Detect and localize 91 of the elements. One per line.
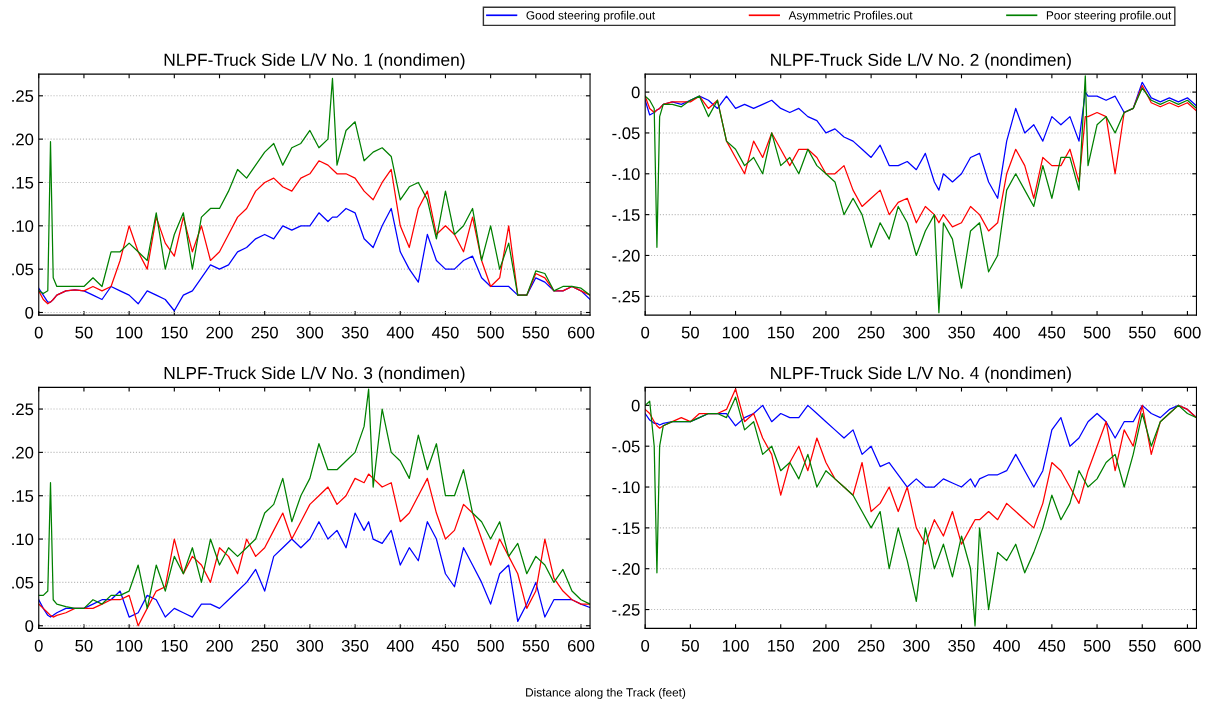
x-tick-label: 150	[161, 326, 188, 339]
y-tick-label: -.10	[612, 481, 640, 494]
y-tick-label: .15	[12, 490, 34, 502]
y-tick-label: -.25	[612, 290, 640, 303]
y-tick-label: -.15	[612, 209, 640, 221]
line-series	[38, 207, 591, 312]
legend-label: Poor steering profile.out	[1046, 10, 1172, 22]
x-tick-label: 0	[641, 639, 650, 652]
x-tick-label: 450	[1038, 326, 1066, 339]
y-tick-label: .20	[12, 446, 34, 459]
x-tick-label: 300	[296, 639, 324, 652]
y-tick-label: -.10	[612, 168, 640, 180]
x-tick-label: 100	[116, 326, 143, 339]
x-tick-label: 400	[386, 326, 414, 339]
x-tick-label: 300	[296, 326, 324, 339]
x-tick-label: 200	[206, 326, 233, 339]
x-tick-label: 200	[812, 326, 840, 339]
x-tick-label: 400	[386, 639, 414, 652]
line-series	[645, 75, 1197, 314]
x-tick-label: 0	[34, 326, 43, 339]
y-tick-label: 0	[631, 86, 640, 99]
x-tick-label: 0	[641, 326, 650, 339]
x-tick-label: 100	[722, 326, 749, 339]
chart-title: NLPF-Truck Side L/V No. 3 (nondimen)	[164, 366, 465, 383]
x-tick-label: 300	[903, 639, 930, 652]
x-tick-label: 150	[768, 639, 794, 652]
x-tick-label: 550	[1129, 639, 1156, 652]
x-tick-label: 500	[477, 326, 504, 339]
x-tick-label: 50	[681, 326, 699, 339]
x-tick-label: 250	[251, 639, 278, 652]
chart-title: NLPF-Truck Side L/V No. 1 (nondimen)	[164, 53, 465, 70]
x-tick-label: 250	[858, 639, 885, 652]
x-tick-label: 100	[722, 639, 749, 652]
line-series	[645, 81, 1197, 199]
line-series	[38, 160, 591, 305]
y-tick-label: .05	[12, 263, 34, 276]
line-series	[38, 512, 591, 623]
x-tick-label: 150	[768, 326, 794, 339]
x-tick-label: 400	[993, 639, 1020, 652]
x-tick-label: 600	[567, 326, 595, 339]
y-tick-label: .25	[12, 403, 34, 416]
x-tick-label: 0	[34, 639, 43, 652]
x-tick-label: 500	[477, 639, 504, 652]
x-tick-label: 150	[161, 639, 188, 652]
chart-title: NLPF-Truck Side L/V No. 4 (nondimen)	[771, 366, 1071, 383]
x-tick-label: 50	[681, 639, 699, 652]
x-tick-label: 550	[522, 639, 550, 652]
x-tick-label: 250	[251, 326, 278, 339]
y-tick-label: .10	[12, 220, 34, 233]
x-tick-label: 200	[206, 639, 233, 652]
y-tick-label: -.05	[612, 127, 640, 140]
x-tick-label: 350	[341, 326, 369, 339]
x-tick-label: 400	[993, 326, 1020, 339]
y-tick-label: 0	[631, 399, 640, 412]
y-tick-label: 0	[25, 306, 34, 319]
y-tick-label: 0	[25, 620, 34, 632]
y-tick-label: -.20	[612, 249, 640, 262]
y-tick-label: -.20	[612, 563, 640, 575]
x-tick-label: 550	[1129, 326, 1156, 339]
x-tick-label: 250	[858, 326, 885, 339]
x-tick-label: 50	[75, 639, 93, 652]
line-series	[645, 84, 1197, 232]
y-tick-label: .05	[12, 576, 34, 589]
y-tick-label: -.25	[612, 603, 640, 616]
x-tick-label: 100	[116, 639, 143, 652]
x-axis-title: Distance along the Track (feet)	[526, 687, 686, 699]
y-tick-label: .25	[12, 90, 34, 102]
x-tick-label: 550	[522, 326, 550, 339]
x-tick-label: 350	[948, 326, 975, 339]
x-tick-label: 350	[341, 639, 369, 652]
legend-label: Good steering profile.out	[526, 10, 656, 22]
chart-title: NLPF-Truck Side L/V No. 2 (nondimen)	[771, 53, 1071, 70]
x-tick-label: 350	[948, 639, 975, 652]
x-tick-label: 600	[567, 639, 595, 652]
x-tick-label: 600	[1174, 639, 1201, 652]
line-series	[38, 77, 591, 296]
y-tick-label: .10	[12, 533, 34, 546]
x-tick-label: 450	[431, 639, 459, 652]
x-tick-label: 500	[1083, 639, 1111, 652]
y-tick-label: -.05	[612, 440, 640, 453]
x-tick-label: 50	[75, 326, 93, 339]
legend-label: Asymmetric Profiles.out	[788, 10, 913, 22]
y-tick-label: .15	[12, 177, 34, 189]
x-tick-label: 600	[1174, 326, 1201, 339]
x-tick-label: 200	[812, 639, 840, 652]
x-tick-label: 500	[1083, 326, 1111, 339]
x-tick-label: 450	[431, 326, 459, 339]
y-tick-label: .20	[12, 133, 34, 146]
x-tick-label: 300	[903, 326, 930, 339]
y-tick-label: -.15	[612, 522, 640, 535]
x-tick-label: 450	[1038, 639, 1066, 652]
